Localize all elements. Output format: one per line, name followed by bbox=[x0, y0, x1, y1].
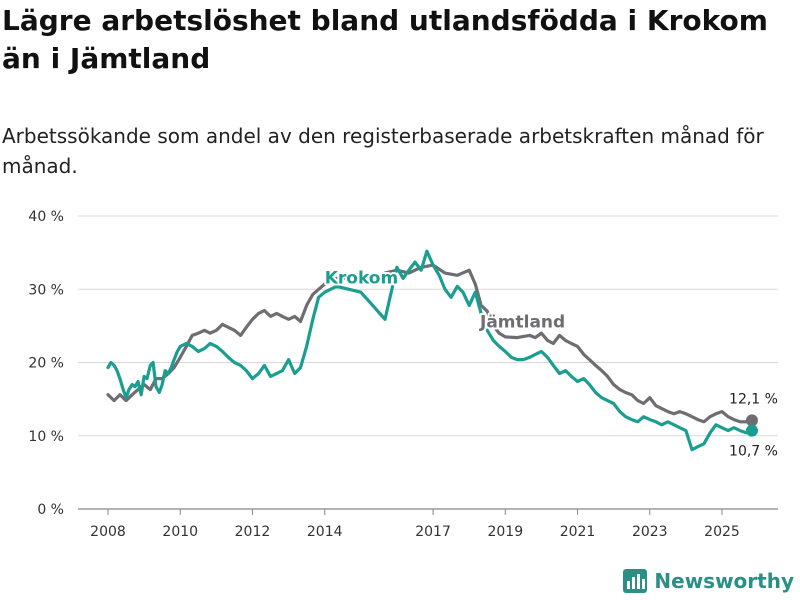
series-line-krokom bbox=[106, 249, 754, 452]
x-tick-label: 2025 bbox=[704, 524, 740, 540]
x-tick-label: 2008 bbox=[90, 524, 126, 540]
end-point-marker bbox=[745, 414, 758, 427]
end-point-marker bbox=[745, 424, 758, 437]
end-value-label: 10,7 % bbox=[729, 444, 778, 460]
y-tick-label: 0 % bbox=[37, 502, 64, 518]
gridlines bbox=[78, 215, 778, 510]
x-tick-label: 2019 bbox=[487, 524, 523, 540]
y-tick-label: 30 % bbox=[28, 282, 64, 298]
series-label-krokom: Krokom bbox=[325, 268, 398, 288]
brand-logo: Newsworthy bbox=[622, 568, 794, 594]
x-tick-label: 2010 bbox=[162, 524, 198, 540]
x-tick-label: 2012 bbox=[235, 524, 271, 540]
chart-subtitle: Arbetssökande som andel av den registerb… bbox=[2, 124, 764, 178]
x-tick-label: 2021 bbox=[560, 524, 596, 540]
x-tick-label: 2017 bbox=[415, 524, 451, 540]
y-axis-ticks: 0 % 10 % 20 % 30 % 40 % bbox=[28, 209, 64, 518]
y-tick-label: 20 % bbox=[28, 356, 64, 372]
newsworthy-logo-icon bbox=[623, 569, 648, 593]
end-value-label: 12,1 % bbox=[729, 391, 778, 407]
y-tick-label: 40 % bbox=[28, 209, 64, 225]
x-axis: 2008 2010 2012 2014 2017 2019 2021 2023 2025 bbox=[90, 509, 740, 540]
y-tick-label: 10 % bbox=[28, 429, 64, 445]
series-labels: 12,1 % 10,7 % Krokom Jämtland bbox=[323, 266, 780, 461]
chart-title: Lägre arbetslöshet bland utlandsfödda i … bbox=[2, 4, 768, 75]
brand-name: Newsworthy bbox=[654, 569, 794, 593]
series-lines bbox=[106, 249, 758, 452]
series-label-j-mtland: Jämtland bbox=[479, 312, 565, 332]
series-line-j-mtland bbox=[106, 263, 754, 424]
x-tick-label: 2023 bbox=[632, 524, 668, 540]
x-tick-label: 2014 bbox=[307, 524, 343, 540]
